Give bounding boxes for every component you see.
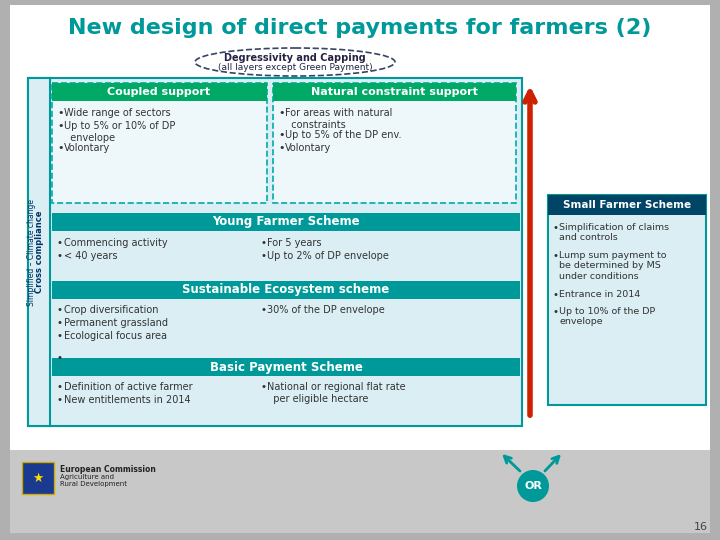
Text: Ecological focus area: Ecological focus area	[64, 331, 167, 341]
Text: New entitlements in 2014: New entitlements in 2014	[64, 395, 191, 405]
Text: •: •	[260, 305, 266, 315]
FancyBboxPatch shape	[548, 195, 706, 405]
Text: Entrance in 2014: Entrance in 2014	[559, 290, 640, 299]
Text: •: •	[552, 307, 558, 317]
Text: •: •	[278, 130, 284, 140]
Text: •: •	[57, 331, 63, 341]
Text: Crop diversification: Crop diversification	[64, 305, 158, 315]
Circle shape	[517, 470, 549, 502]
Text: Simplification of claims
and controls: Simplification of claims and controls	[559, 223, 669, 242]
Text: •: •	[552, 290, 558, 300]
FancyBboxPatch shape	[22, 462, 54, 494]
Text: Commencing activity: Commencing activity	[64, 238, 168, 248]
Text: Up to 5% of the DP env.: Up to 5% of the DP env.	[285, 130, 402, 140]
Text: Cross compliance: Cross compliance	[35, 211, 43, 293]
Text: European Commission: European Commission	[60, 465, 156, 474]
Text: •: •	[57, 305, 63, 315]
Text: Up to 5% or 10% of DP
  envelope: Up to 5% or 10% of DP envelope	[64, 121, 176, 143]
FancyBboxPatch shape	[52, 281, 520, 299]
Text: •: •	[57, 238, 63, 248]
FancyBboxPatch shape	[52, 213, 520, 231]
FancyBboxPatch shape	[273, 83, 516, 203]
Text: •: •	[57, 108, 63, 118]
FancyBboxPatch shape	[10, 5, 710, 533]
FancyBboxPatch shape	[52, 299, 520, 351]
Text: 30% of the DP envelope: 30% of the DP envelope	[267, 305, 384, 315]
Text: •: •	[260, 251, 266, 261]
Text: Small Farmer Scheme: Small Farmer Scheme	[563, 200, 691, 210]
FancyBboxPatch shape	[10, 450, 710, 533]
Text: •: •	[57, 353, 63, 363]
FancyBboxPatch shape	[52, 83, 267, 203]
FancyBboxPatch shape	[28, 78, 50, 426]
Text: Degressivity and Capping: Degressivity and Capping	[224, 53, 366, 63]
Text: New design of direct payments for farmers (2): New design of direct payments for farmer…	[68, 18, 652, 38]
Text: •: •	[260, 238, 266, 248]
FancyBboxPatch shape	[548, 195, 706, 215]
Text: < 40 years: < 40 years	[64, 251, 117, 261]
Text: •: •	[57, 395, 63, 405]
Text: Young Farmer Scheme: Young Farmer Scheme	[212, 215, 360, 228]
Text: Simplified – Climate change: Simplified – Climate change	[27, 199, 37, 306]
Text: Volontary: Volontary	[285, 143, 331, 153]
Text: ★: ★	[32, 471, 44, 484]
Text: Wide range of sectors: Wide range of sectors	[64, 108, 171, 118]
FancyBboxPatch shape	[28, 78, 522, 426]
Ellipse shape	[195, 48, 395, 76]
Text: For areas with natural
  constraints: For areas with natural constraints	[285, 108, 392, 130]
Text: Rural Development: Rural Development	[60, 481, 127, 487]
Text: •: •	[278, 108, 284, 118]
FancyBboxPatch shape	[273, 83, 516, 101]
Text: For 5 years: For 5 years	[267, 238, 322, 248]
Text: Permanent grassland: Permanent grassland	[64, 318, 168, 328]
FancyBboxPatch shape	[52, 83, 267, 101]
Text: •: •	[552, 251, 558, 261]
FancyBboxPatch shape	[52, 376, 520, 420]
Text: •: •	[57, 318, 63, 328]
Text: Basic Payment Scheme: Basic Payment Scheme	[210, 361, 362, 374]
Text: Volontary: Volontary	[64, 143, 110, 153]
Text: Definition of active farmer: Definition of active farmer	[64, 382, 193, 392]
Text: 16: 16	[694, 522, 708, 532]
Text: Agriculture and: Agriculture and	[60, 474, 114, 480]
FancyBboxPatch shape	[52, 231, 520, 273]
Text: Lump sum payment to
be determined by MS
under conditions: Lump sum payment to be determined by MS …	[559, 251, 667, 281]
Text: Coupled support: Coupled support	[107, 87, 210, 97]
Text: •: •	[552, 223, 558, 233]
Text: •: •	[57, 143, 63, 153]
Text: Sustainable Ecosystem scheme: Sustainable Ecosystem scheme	[182, 284, 390, 296]
Text: OR: OR	[524, 481, 542, 491]
Text: National or regional flat rate
  per eligible hectare: National or regional flat rate per eligi…	[267, 382, 405, 403]
Text: (all layers except Green Payment): (all layers except Green Payment)	[217, 63, 372, 71]
Text: •: •	[57, 251, 63, 261]
FancyBboxPatch shape	[52, 358, 520, 376]
Text: •: •	[57, 121, 63, 131]
Text: •: •	[278, 143, 284, 153]
Text: Up to 10% of the DP
envelope: Up to 10% of the DP envelope	[559, 307, 655, 326]
Text: •: •	[260, 382, 266, 392]
Text: •: •	[57, 382, 63, 392]
Text: Up to 2% of DP envelope: Up to 2% of DP envelope	[267, 251, 389, 261]
Text: Natural constraint support: Natural constraint support	[310, 87, 477, 97]
